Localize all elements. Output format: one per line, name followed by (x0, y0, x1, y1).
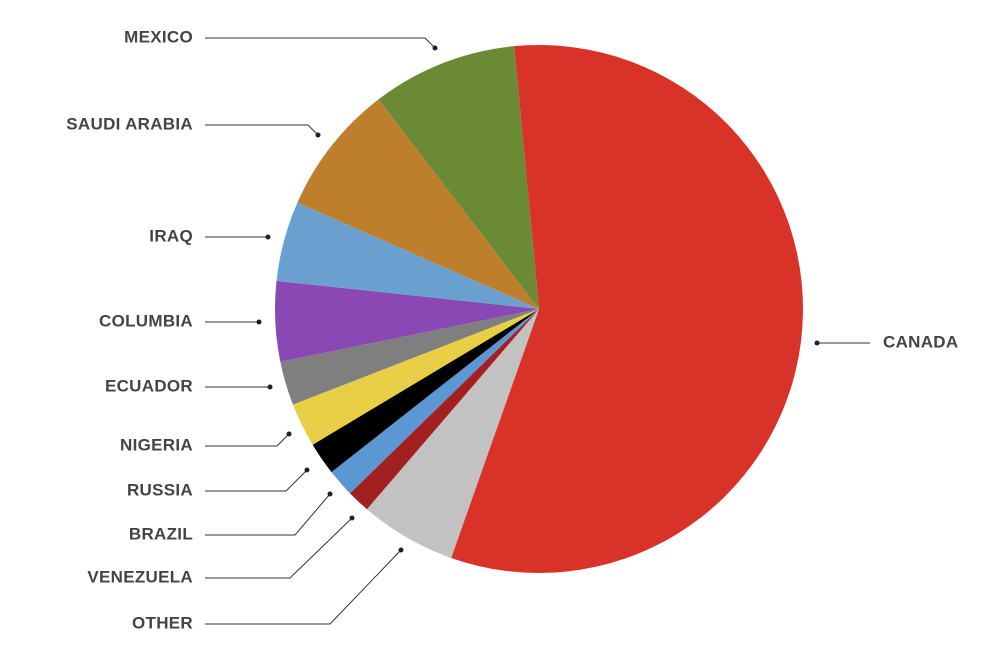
leader-line (205, 517, 353, 579)
slice-label: SAUDI ARABIA (66, 114, 193, 133)
slice-label: NIGERIA (120, 435, 193, 454)
slice-label: VENEZUELA (87, 567, 193, 586)
slice-label: OTHER (132, 613, 193, 632)
leader-dot (432, 45, 438, 51)
pie-slice (292, 309, 539, 445)
leader-dot (398, 547, 404, 553)
leader-dot (256, 319, 262, 325)
leader-dot (814, 340, 820, 346)
slice-label: ECUADOR (105, 376, 193, 395)
pie-slice (312, 309, 539, 473)
leader-dot (286, 431, 292, 437)
slice-label: CANADA (883, 332, 958, 351)
pie-slice (366, 309, 539, 558)
pie-slice (276, 202, 539, 309)
pie-slice (280, 309, 539, 405)
slice-label: RUSSIA (127, 480, 193, 499)
leader-dot (349, 515, 355, 521)
leader-line (205, 493, 331, 536)
leader-dot (267, 384, 273, 390)
leader-line (205, 37, 436, 49)
pie-slice (331, 309, 539, 494)
leader-dot (327, 491, 333, 497)
slice-label: IRAQ (149, 226, 193, 245)
pie-slice (275, 280, 539, 362)
pie-slice (349, 309, 539, 510)
slice-label: MEXICO (124, 27, 193, 46)
leader-dot (265, 234, 271, 240)
slice-label: COLUMBIA (99, 311, 193, 330)
leader-line (205, 549, 402, 625)
leader-line (205, 124, 319, 136)
pie-slice (378, 46, 539, 310)
pie-slice (297, 99, 539, 309)
leader-line (205, 469, 308, 492)
leader-dot (315, 132, 321, 138)
pie-slice (451, 45, 803, 573)
slice-label: BRAZIL (129, 524, 193, 543)
leader-line (205, 433, 290, 447)
leader-dot (304, 467, 310, 473)
